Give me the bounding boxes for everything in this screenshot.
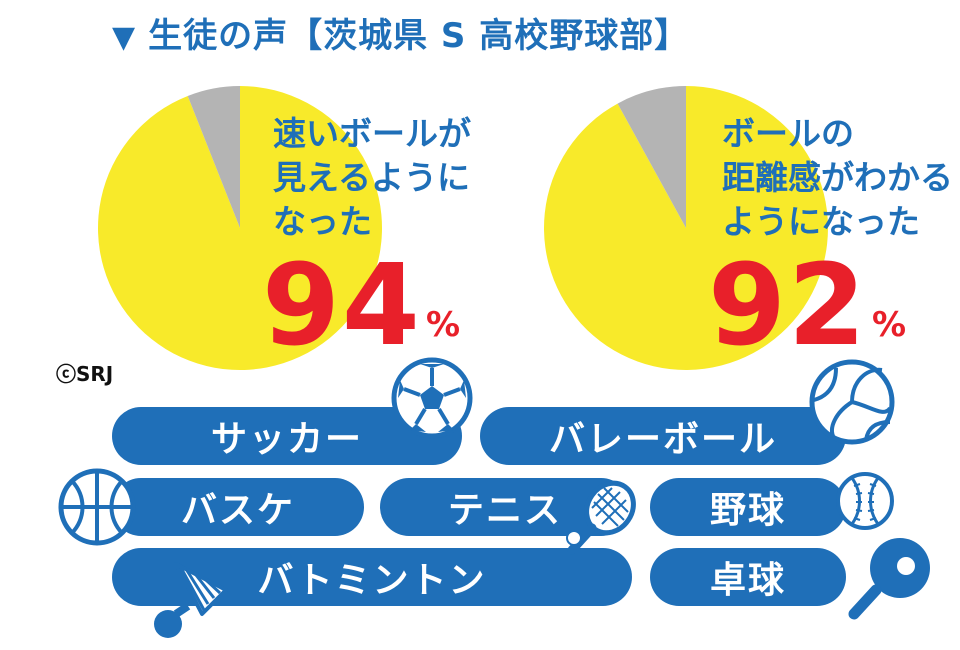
pie-chart-fast-ball xyxy=(98,86,382,371)
pie-slice-other xyxy=(187,86,240,228)
pie2-caption-line: ボールの xyxy=(722,114,854,153)
pie2-value-label: 92 xyxy=(708,241,868,371)
pie2-unit-label: % xyxy=(872,305,907,345)
copyright-label: ⓒSRJ xyxy=(56,362,114,386)
pie1-caption-line: なった xyxy=(273,202,372,241)
sport-pill-volleyball: バレーボール xyxy=(480,407,846,465)
pie1-caption: 速いボールが 見えるように なった xyxy=(273,112,471,244)
sport-label: 卓球 xyxy=(709,560,786,601)
sport-label: 野球 xyxy=(709,490,786,531)
page-title: ▼ 生徒の声【茨城県 S 高校野球部】 xyxy=(112,8,689,57)
pie2-caption-line: 距離感がわかる xyxy=(722,158,953,197)
pie2-caption-line: ようになった xyxy=(722,202,920,241)
sport-pill-basketball: バスケ xyxy=(112,478,364,536)
pie-slice-yes xyxy=(98,86,382,371)
basketball-icon xyxy=(58,468,136,546)
pie1-caption-line: 速いボールが xyxy=(273,114,471,153)
soccer-ball-icon xyxy=(391,357,473,439)
sport-label: テニス xyxy=(447,490,562,531)
triangle-marker-icon: ▼ xyxy=(112,20,137,55)
sport-pill-baseball: 野球 xyxy=(650,478,846,536)
sport-label: バレーボール xyxy=(548,419,777,460)
shuttlecock-icon xyxy=(154,562,228,638)
sport-label: サッカー xyxy=(210,419,363,460)
sport-pill-table-tennis: 卓球 xyxy=(650,548,846,606)
pie-chart-distance xyxy=(543,86,828,370)
title-text: 生徒の声【茨城県 S 高校野球部】 xyxy=(148,16,690,56)
tennis-racket-icon xyxy=(566,480,636,555)
pie1-value-label: 94 xyxy=(262,241,422,371)
ping-pong-paddle-icon xyxy=(848,538,930,620)
sport-label: バスケ xyxy=(180,490,295,531)
pie1-caption-line: 見えるように xyxy=(273,158,471,197)
sport-label: バトミントン xyxy=(257,560,487,601)
pie1-unit-label: % xyxy=(426,305,461,345)
pie2-caption: ボールの 距離感がわかる ようになった xyxy=(722,112,953,244)
baseball-icon xyxy=(836,472,894,530)
pie-slice-other xyxy=(617,86,686,228)
volleyball-icon xyxy=(809,359,895,445)
